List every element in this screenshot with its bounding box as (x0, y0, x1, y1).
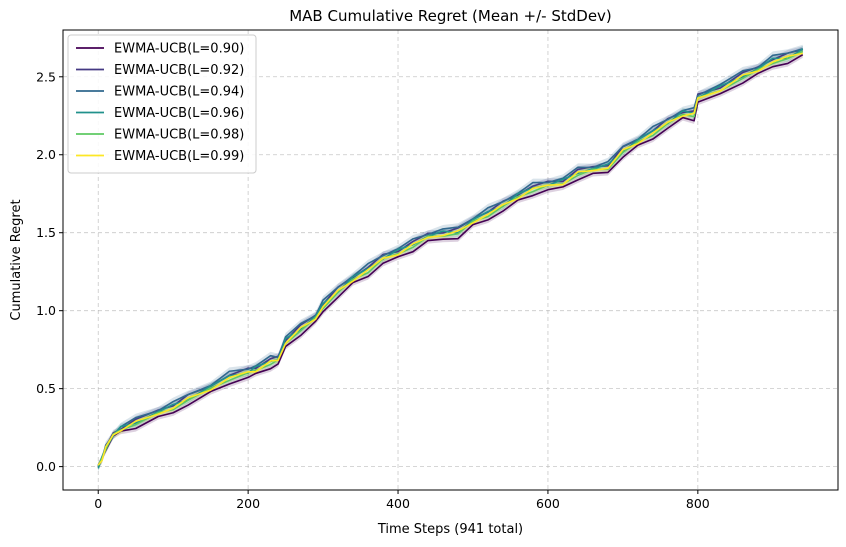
legend: EWMA-UCB(L=0.90) EWMA-UCB(L=0.92) EWMA-UCB… (67, 34, 257, 174)
plot-frame (62, 29, 839, 491)
legend-label: EWMA-UCB(L=0.98) (114, 128, 244, 143)
series-line (97, 52, 803, 466)
y-tick-label: 2.0 (36, 147, 56, 162)
series-line (97, 54, 804, 467)
x-tick-label: 0 (94, 496, 102, 511)
x-tick-label: 600 (536, 496, 560, 511)
legend-label: EWMA-UCB(L=0.94) (114, 85, 244, 100)
x-tick-label: 400 (386, 496, 410, 511)
x-tick-label: 800 (686, 496, 710, 511)
legend-label: EWMA-UCB(L=0.90) (114, 42, 244, 57)
x-tick-label: 200 (236, 496, 260, 511)
y-tick-label: 2.5 (36, 69, 56, 84)
series-lines (97, 47, 804, 469)
legend-label: EWMA-UCB(L=0.96) (114, 106, 244, 121)
y-tick-label: 0.5 (36, 381, 56, 396)
y-tick-label: 1.0 (36, 303, 56, 318)
y-axis-label: Cumulative Regret (9, 199, 24, 320)
y-tick-label: 1.5 (36, 225, 56, 240)
axis-ticks: 0 200 400 600 800 0.0 0.5 1.0 1.5 2.0 2.5 (36, 69, 710, 511)
legend-box (67, 34, 257, 174)
std-band (98, 51, 803, 470)
x-axis-label: Time Steps (941 total) (377, 522, 523, 537)
y-tick-label: 0.0 (36, 459, 56, 474)
series-line (97, 47, 803, 468)
chart-title: MAB Cumulative Regret (Mean +/- StdDev) (289, 7, 612, 25)
std-band (98, 48, 803, 469)
legend-label: EWMA-UCB(L=0.92) (114, 63, 244, 78)
std-bands (98, 44, 803, 472)
legend-label: EWMA-UCB(L=0.99) (114, 149, 244, 164)
